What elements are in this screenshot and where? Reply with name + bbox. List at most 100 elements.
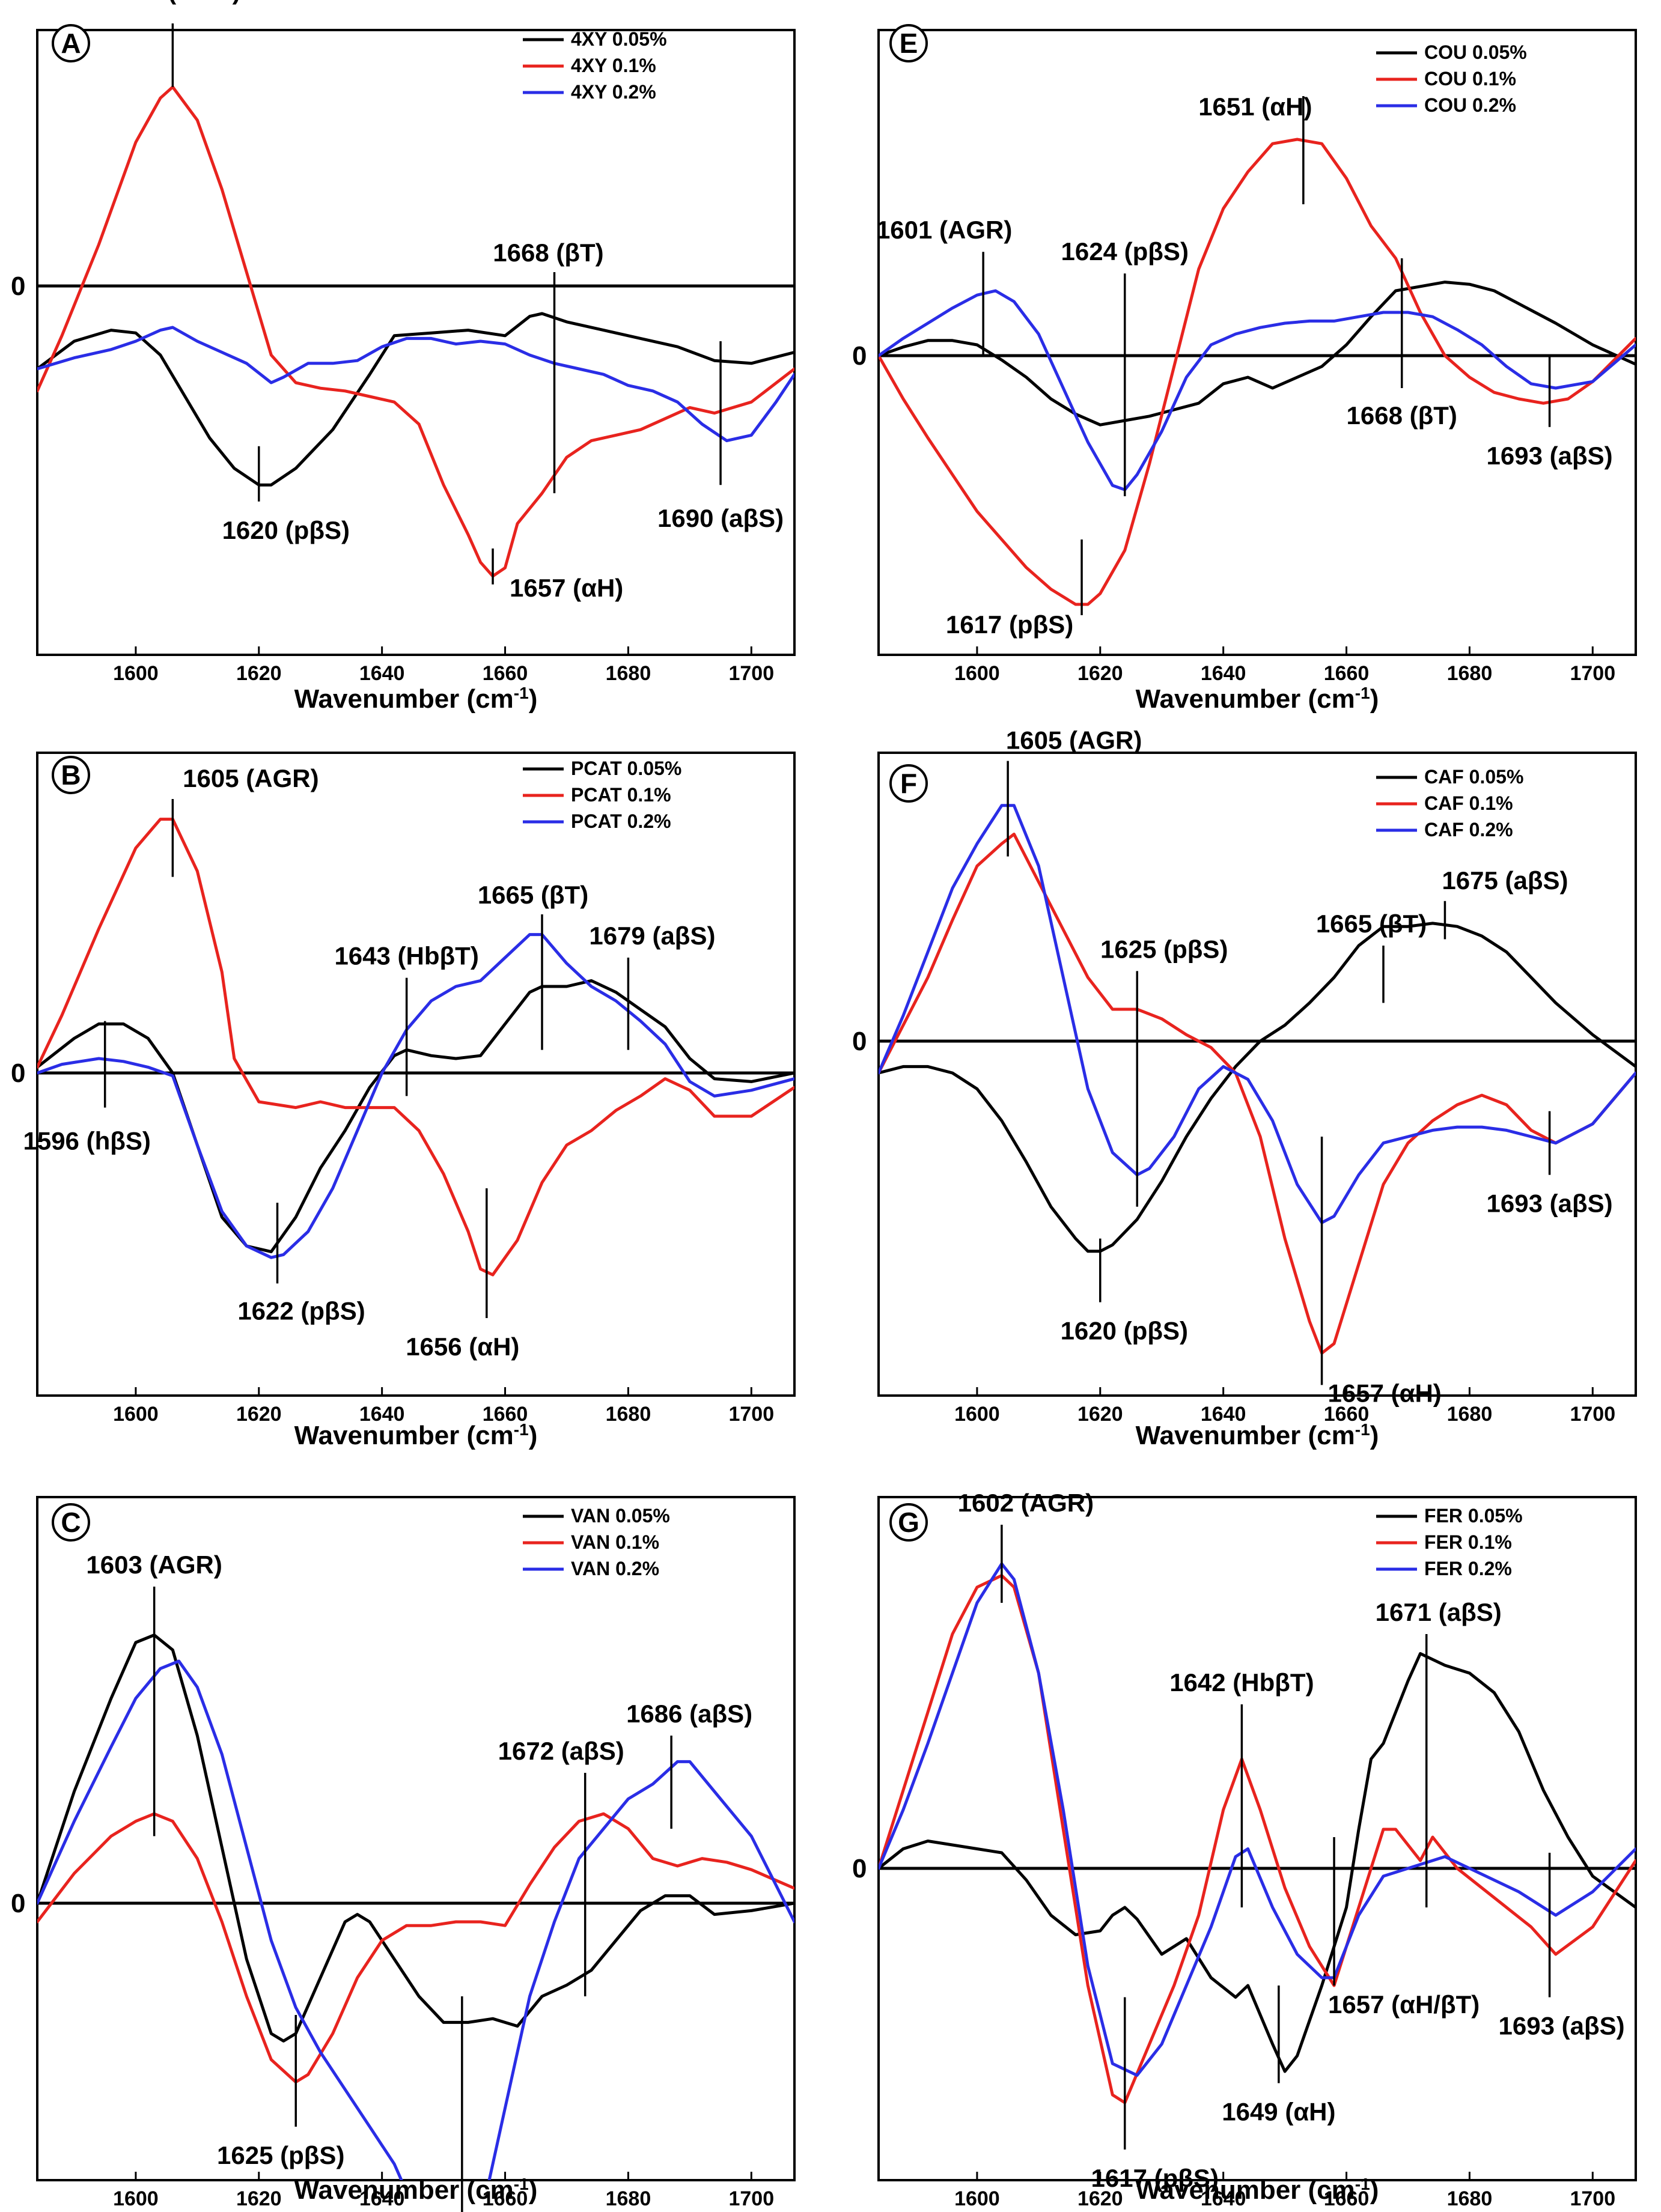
- plot-frame-c: [36, 1496, 796, 2181]
- x-axis-label-b: Wavenumber (cm-1): [294, 1420, 538, 1451]
- x-tick-label-c-1680: 1680: [606, 2187, 651, 2210]
- series-line-van-0-1: [37, 1812, 794, 2084]
- x-tick-label-e-1620: 1620: [1077, 662, 1123, 685]
- series-line-4xy-0-1: [37, 85, 794, 578]
- x-tick-label-f-1600: 1600: [954, 1403, 1000, 1426]
- legend-label-van-0-05: VAN 0.05%: [571, 1505, 670, 1527]
- y-zero-label-a: 0: [11, 272, 25, 301]
- annotation-label-e-1617-p-s: 1617 (pβS): [946, 610, 1073, 639]
- y-zero-label-f: 0: [852, 1027, 867, 1056]
- panel-badge-c: [52, 1503, 90, 1542]
- x-tick-label-a-1620: 1620: [236, 662, 282, 685]
- x-tick-label-f-1620: 1620: [1077, 1403, 1123, 1426]
- plot-frame-e: [877, 29, 1637, 656]
- legend-label-van-0-1: VAN 0.1%: [571, 1531, 659, 1553]
- annotation-label-g-1617-p-s: 1617 (pβS): [1091, 2164, 1219, 2192]
- panel-b: 0 1600 1620 1640 1660 1680 1700 Wavenumber (cm-…: [11, 752, 796, 1451]
- y-zero-label-c: 0: [11, 1889, 25, 1918]
- series-line-cou-0-1: [879, 138, 1636, 606]
- panel-badge-g: [889, 1503, 928, 1542]
- legend-label-cou-0-05: COU 0.05%: [1424, 41, 1527, 63]
- legend-label-4xy-0-1: 4XY 0.1%: [571, 55, 656, 76]
- x-tick-label-g-1680: 1680: [1447, 2187, 1493, 2210]
- annotation-label-a-1620-p-s: 1620 (pβS): [222, 516, 350, 544]
- x-tick-label-c-1640: 1640: [359, 2187, 405, 2210]
- x-axis-label-g: Wavenumber (cm-1): [1136, 2175, 1379, 2205]
- panel-f: 0 1600 1620 1640 1660 1680 1700 Wavenumber (cm-…: [852, 726, 1637, 1450]
- series-line-cou-0-05: [879, 281, 1636, 427]
- panel-letter-g: G: [898, 1507, 919, 1538]
- panel-a: 0 1600 1620 1640 1660 1680 1700 Wavenumber (cm-…: [11, 0, 796, 714]
- annotation-label-e-1668-t: 1668 (βT): [1347, 401, 1457, 430]
- y-zero-label-b: 0: [11, 1059, 25, 1088]
- annotation-label-g-1693-a-s: 1693 (aβS): [1499, 2012, 1625, 2040]
- x-tick-label-c-1620: 1620: [236, 2187, 282, 2210]
- annotation-label-g-1657-h-t: 1657 (αH/βT): [1328, 1990, 1480, 2019]
- plot-frame-a: [36, 29, 796, 656]
- legend-label-fer-0-05: FER 0.05%: [1424, 1505, 1523, 1527]
- annotation-label-f-1665-t: 1665 (βT): [1316, 910, 1427, 938]
- x-tick-label-b-1620: 1620: [236, 1403, 282, 1426]
- x-tick-label-b-1660: 1660: [483, 1403, 528, 1426]
- annotation-label-f-1657-h: 1657 (αH): [1328, 1379, 1442, 1407]
- annotation-label-c-1603-agr: 1603 (AGR): [86, 1551, 222, 1579]
- x-axis-label-a: Wavenumber (cm-1): [294, 684, 538, 714]
- panel-letter-c: C: [61, 1507, 81, 1538]
- x-tick-label-b-1600: 1600: [113, 1403, 159, 1426]
- x-tick-label-c-1600: 1600: [113, 2187, 159, 2210]
- annotation-label-g-1671-a-s: 1671 (aβS): [1376, 1598, 1502, 1626]
- annotation-label-b-1622-p-s: 1622 (pβS): [237, 1296, 365, 1325]
- x-axis-label-e: Wavenumber (cm-1): [1136, 684, 1379, 714]
- x-tick-label-e-1680: 1680: [1447, 662, 1493, 685]
- y-zero-label-e: 0: [852, 341, 867, 371]
- x-tick-label-a-1700: 1700: [728, 662, 774, 685]
- panel-letter-a: A: [61, 28, 81, 59]
- x-tick-label-e-1600: 1600: [954, 662, 1000, 685]
- plot-frame-f: [877, 752, 1637, 1397]
- annotation-label-c-1686-a-s: 1686 (aβS): [626, 1700, 752, 1728]
- x-tick-label-b-1640: 1640: [359, 1403, 405, 1426]
- x-tick-label-g-1640: 1640: [1201, 2187, 1246, 2210]
- annotation-label-e-1693-a-s: 1693 (aβS): [1487, 442, 1613, 470]
- series-line-4xy-0-2: [37, 326, 794, 443]
- legend-label-fer-0-2: FER 0.2%: [1424, 1558, 1512, 1579]
- panel-badge-b: [52, 756, 90, 794]
- annotation-label-a-1690-a-s: 1690 (aβS): [657, 504, 784, 532]
- x-tick-label-e-1660: 1660: [1324, 662, 1370, 685]
- series-line-van-0-05: [37, 1633, 794, 2043]
- annotation-label-f-1625-p-s: 1625 (pβS): [1100, 935, 1228, 963]
- x-tick-label-c-1700: 1700: [728, 2187, 774, 2210]
- series-line-pcat-0-2: [37, 933, 794, 1259]
- annotation-label-g-1602-agr: 1602 (AGR): [958, 1489, 1094, 1517]
- x-tick-label-b-1680: 1680: [606, 1403, 651, 1426]
- panel-badge-a: [52, 24, 90, 62]
- legend-label-caf-0-05: CAF 0.05%: [1424, 766, 1523, 788]
- annotation-label-a-1668-t: 1668 (βT): [493, 239, 603, 267]
- annotation-label-f-1605-agr: 1605 (AGR): [1006, 726, 1142, 755]
- x-tick-label-a-1640: 1640: [359, 662, 405, 685]
- x-tick-label-g-1700: 1700: [1570, 2187, 1615, 2210]
- panel-e: 0 1600 1620 1640 1660 1680 1700 Wavenumber (cm-…: [852, 24, 1637, 714]
- panel-letter-f: F: [900, 768, 917, 799]
- annotation-label-b-1679-a-s: 1679 (aβS): [589, 922, 715, 950]
- x-tick-label-g-1620: 1620: [1077, 2187, 1123, 2210]
- series-line-fer-0-2: [879, 1562, 1636, 2077]
- annotation-label-f-1620-p-s: 1620 (pβS): [1061, 1317, 1188, 1345]
- x-axis-label-c: Wavenumber (cm-1): [294, 2175, 538, 2205]
- x-tick-label-g-1660: 1660: [1324, 2187, 1370, 2210]
- series-line-4xy-0-05: [37, 312, 794, 487]
- legend-label-pcat-0-05: PCAT 0.05%: [571, 758, 681, 779]
- x-tick-label-f-1700: 1700: [1570, 1403, 1615, 1426]
- annotation-label-g-1642-hb-t: 1642 (HbβT): [1169, 1668, 1314, 1697]
- panel-badge-f: [889, 764, 928, 803]
- panel-c: 0 1600 1620 1640 1660 1680 1700 Wavenumber (cm-…: [11, 1496, 796, 2212]
- x-tick-label-f-1660: 1660: [1324, 1403, 1370, 1426]
- series-line-caf-0-1: [879, 833, 1636, 1355]
- legend-label-4xy-0-05: 4XY 0.05%: [571, 28, 667, 50]
- series-line-van-0-2: [37, 1659, 794, 2180]
- x-tick-label-g-1600: 1600: [954, 2187, 1000, 2210]
- annotation-label-c-1672-a-s: 1672 (aβS): [498, 1737, 624, 1765]
- y-zero-label-g: 0: [852, 1854, 867, 1883]
- legend-label-pcat-0-2: PCAT 0.2%: [571, 810, 671, 832]
